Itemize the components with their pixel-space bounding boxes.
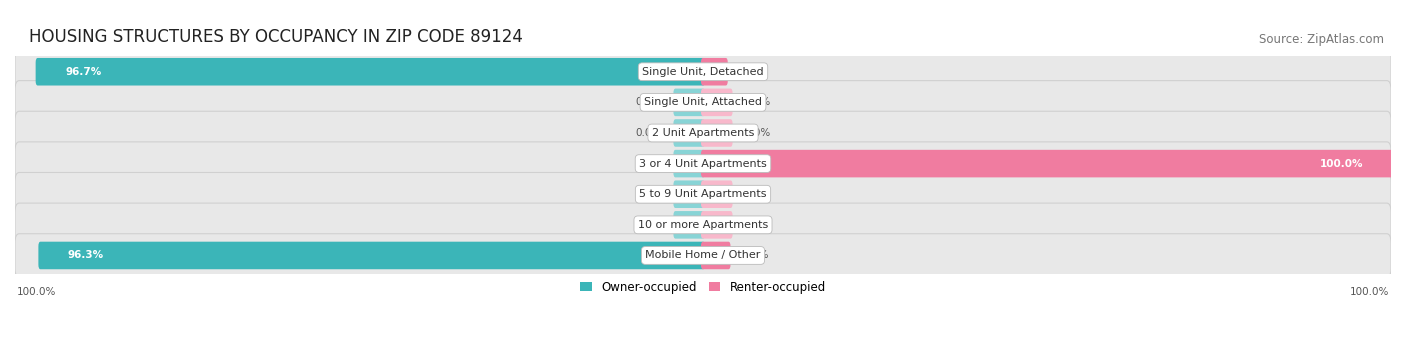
FancyBboxPatch shape: [15, 142, 1391, 185]
Text: 0.0%: 0.0%: [744, 128, 770, 138]
Text: Mobile Home / Other: Mobile Home / Other: [645, 250, 761, 261]
Text: Single Unit, Detached: Single Unit, Detached: [643, 67, 763, 77]
FancyBboxPatch shape: [35, 58, 704, 86]
Text: 10 or more Apartments: 10 or more Apartments: [638, 220, 768, 230]
FancyBboxPatch shape: [702, 181, 733, 208]
Text: 0.0%: 0.0%: [636, 220, 662, 230]
Text: 100.0%: 100.0%: [17, 287, 56, 297]
Text: 0.0%: 0.0%: [636, 159, 662, 169]
FancyBboxPatch shape: [15, 234, 1391, 277]
Text: 0.0%: 0.0%: [744, 220, 770, 230]
Text: 3 or 4 Unit Apartments: 3 or 4 Unit Apartments: [640, 159, 766, 169]
Text: 2 Unit Apartments: 2 Unit Apartments: [652, 128, 754, 138]
FancyBboxPatch shape: [702, 242, 731, 269]
Legend: Owner-occupied, Renter-occupied: Owner-occupied, Renter-occupied: [579, 281, 827, 294]
FancyBboxPatch shape: [15, 111, 1391, 155]
Text: 96.3%: 96.3%: [67, 250, 104, 261]
Text: 3.7%: 3.7%: [742, 250, 769, 261]
FancyBboxPatch shape: [673, 211, 704, 239]
Text: 100.0%: 100.0%: [1320, 159, 1364, 169]
Text: Source: ZipAtlas.com: Source: ZipAtlas.com: [1260, 32, 1384, 45]
FancyBboxPatch shape: [702, 58, 728, 86]
Text: HOUSING STRUCTURES BY OCCUPANCY IN ZIP CODE 89124: HOUSING STRUCTURES BY OCCUPANCY IN ZIP C…: [28, 28, 523, 45]
FancyBboxPatch shape: [673, 150, 704, 177]
Text: 0.0%: 0.0%: [744, 189, 770, 199]
FancyBboxPatch shape: [15, 172, 1391, 216]
Text: 5 to 9 Unit Apartments: 5 to 9 Unit Apartments: [640, 189, 766, 199]
FancyBboxPatch shape: [673, 89, 704, 116]
Text: 3.3%: 3.3%: [740, 67, 766, 77]
FancyBboxPatch shape: [702, 211, 733, 239]
FancyBboxPatch shape: [673, 181, 704, 208]
FancyBboxPatch shape: [702, 150, 1393, 177]
FancyBboxPatch shape: [38, 242, 704, 269]
Text: 0.0%: 0.0%: [744, 97, 770, 107]
FancyBboxPatch shape: [702, 89, 733, 116]
Text: 0.0%: 0.0%: [636, 128, 662, 138]
Text: 100.0%: 100.0%: [1350, 287, 1389, 297]
FancyBboxPatch shape: [702, 119, 733, 147]
FancyBboxPatch shape: [15, 81, 1391, 124]
Text: 96.7%: 96.7%: [65, 67, 101, 77]
FancyBboxPatch shape: [673, 119, 704, 147]
FancyBboxPatch shape: [15, 203, 1391, 247]
FancyBboxPatch shape: [15, 50, 1391, 93]
Text: 0.0%: 0.0%: [636, 189, 662, 199]
Text: Single Unit, Attached: Single Unit, Attached: [644, 97, 762, 107]
Text: 0.0%: 0.0%: [636, 97, 662, 107]
